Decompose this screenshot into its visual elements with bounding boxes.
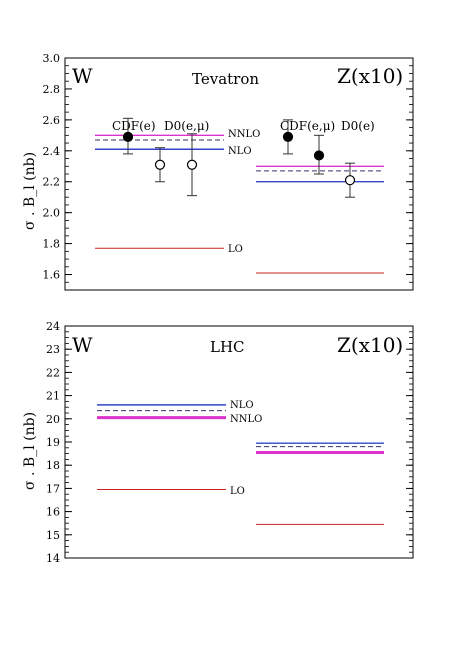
tevatron-title: Tevatron: [192, 70, 259, 88]
tevatron-data-points: [122, 117, 356, 198]
tevatron-y-axis: 1.6 1.8 2.0 2.2 2.4 2.6 2.8 3.0: [43, 52, 413, 291]
tevatron-ytick-label: 1.8: [43, 238, 61, 251]
lhc-order-label-nlo: NLO: [230, 400, 254, 411]
lhc-ytick-label: 21: [46, 390, 60, 403]
tevatron-data-point-w: [122, 131, 134, 142]
tevatron-ytick-label: 2.6: [43, 114, 61, 127]
lhc-ytick-label: 14: [46, 552, 60, 565]
lhc-plot-frame: [64, 325, 414, 559]
tevatron-order-label-nlo: NLO: [228, 146, 252, 157]
tevatron-exp-label-w-cdf: CDF(e): [112, 119, 156, 133]
lhc-prediction-lines: [97, 404, 384, 525]
tevatron-data-point-z: [282, 131, 294, 142]
tevatron-ytick-label: 1.6: [43, 269, 61, 282]
tevatron-data-point-z: [344, 175, 356, 186]
tevatron-ytick-label: 2.2: [43, 176, 61, 189]
lhc-ytick-label: 15: [46, 529, 60, 542]
tevatron-exp-label-w-d0: D0(e,μ): [164, 119, 209, 133]
tevatron-exp-label-z-cdf: CDF(e,μ): [280, 119, 335, 133]
tevatron-ytick-label: 2.0: [43, 207, 61, 220]
lhc-ytick-label: 22: [46, 366, 60, 379]
lhc-ytick-label: 19: [46, 436, 60, 449]
lhc-ytick-label: 16: [46, 506, 60, 519]
tevatron-order-label-lo: LO: [228, 244, 243, 255]
tevatron-ytick-label: 3.0: [43, 52, 61, 65]
tevatron-ytick-label: 2.4: [43, 145, 61, 158]
lhc-title: LHC: [210, 338, 245, 356]
lhc-order-label-lo: LO: [230, 486, 245, 497]
tevatron-data-point-z: [313, 150, 325, 161]
lhc-ytick-label: 20: [46, 413, 60, 426]
tevatron-data-point-w: [154, 159, 166, 170]
tevatron-corner-right: Z(x10): [337, 64, 403, 88]
tevatron-y-label: σ . B_l (nb): [22, 152, 38, 230]
lhc-ytick-label: 17: [46, 482, 60, 495]
tevatron-ytick-label: 2.8: [43, 83, 61, 96]
lhc-ytick-label: 24: [46, 320, 60, 333]
tevatron-exp-label-z-d0: D0(e): [341, 119, 375, 133]
lhc-order-label-nnlo: NNLO: [230, 414, 262, 425]
tevatron-panel: 1.6 1.8 2.0 2.2 2.4 2.6 2.8 3.0 W Tevatron Z(x1…: [22, 52, 414, 291]
tevatron-order-label-nnlo: NNLO: [228, 129, 260, 140]
lhc-y-axis: 14 15 16 17 18 19 20 21 22 23 24: [46, 320, 413, 565]
lhc-corner-left: W: [72, 333, 93, 357]
lhc-ytick-label: 23: [46, 343, 60, 356]
tevatron-corner-left: W: [72, 64, 93, 88]
tevatron-plot-frame: [64, 57, 414, 291]
lhc-ytick-label: 18: [46, 459, 60, 472]
lhc-y-label: σ . B_l (nb): [22, 412, 38, 490]
lhc-corner-right: Z(x10): [337, 333, 403, 357]
tevatron-data-point-w: [186, 159, 198, 170]
